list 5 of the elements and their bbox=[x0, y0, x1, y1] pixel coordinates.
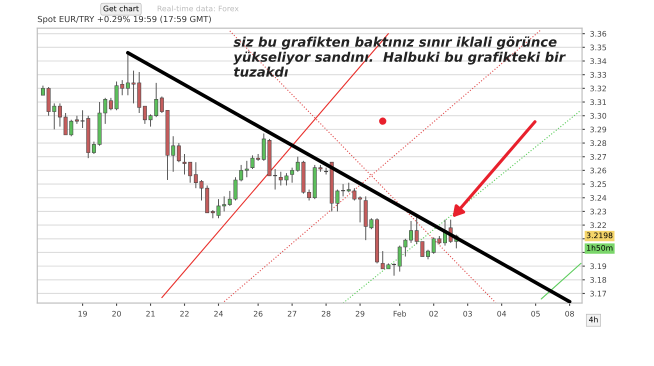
candlestick bbox=[176, 142, 181, 163]
candlestick bbox=[290, 167, 294, 184]
candlestick bbox=[244, 160, 249, 178]
candlestick bbox=[380, 250, 385, 270]
chart-title: Spot EUR/TRY +0.29% 19:59 (17:59 GMT) bbox=[38, 16, 211, 24]
